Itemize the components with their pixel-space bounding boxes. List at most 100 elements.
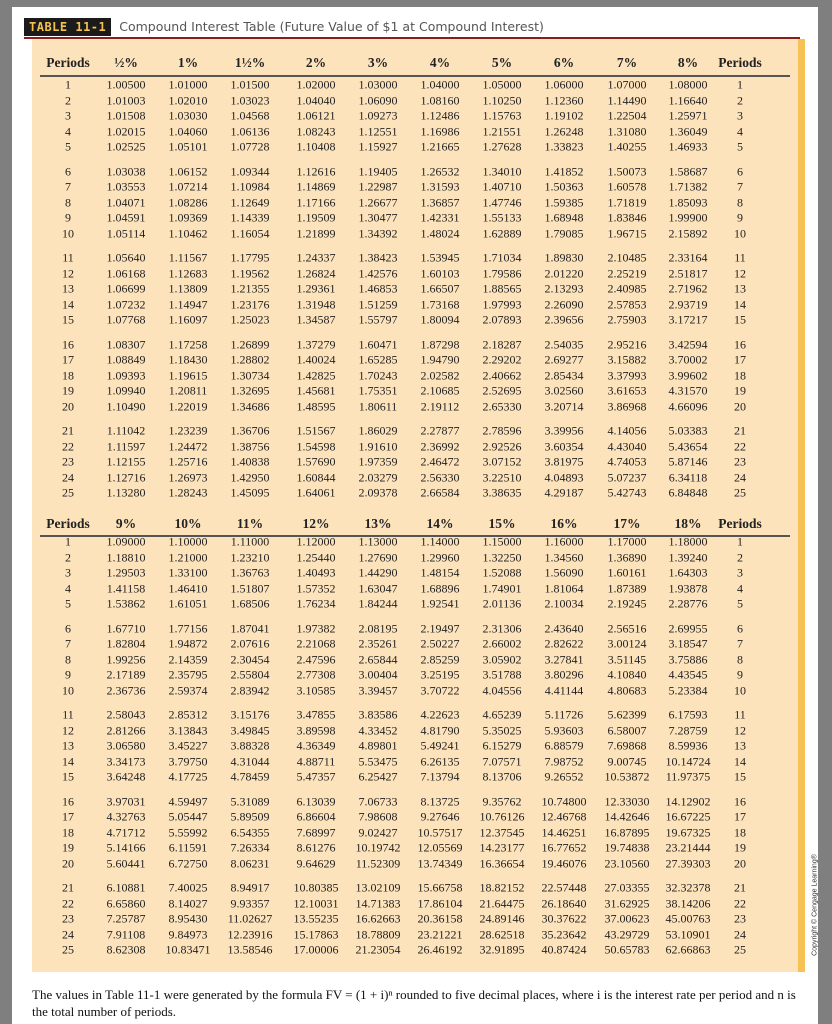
value-cell: 3.00404	[358, 667, 398, 682]
value-cell: 2.47596	[296, 652, 336, 666]
value-cell: 3.39457	[358, 683, 398, 697]
value-cell: 10.74800	[541, 794, 587, 808]
value-cell: 1.40255	[607, 139, 647, 154]
value-cell: 1.07768	[106, 312, 146, 327]
column-header: ½%	[114, 55, 138, 70]
value-cell: 1.56090	[544, 565, 584, 580]
value-cell: 1.65285	[358, 352, 398, 367]
value-cell: 2.56330	[420, 470, 460, 484]
value-cell: 1.97359	[358, 454, 398, 469]
value-cell: 1.03038	[106, 164, 146, 178]
value-cell: 2.13293	[544, 281, 584, 296]
value-cell: 8.14027	[168, 896, 208, 910]
value-cell: 1.12155	[106, 454, 146, 469]
value-cell: 1.10250	[482, 93, 522, 107]
value-cell: 1.79085	[544, 226, 584, 240]
value-cell: 1.42576	[358, 266, 398, 280]
value-cell: 12.05569	[417, 840, 463, 855]
value-cell: 4.65239	[482, 707, 522, 722]
value-cell: 1.68896	[420, 581, 460, 595]
value-cell: 1.42950	[230, 470, 270, 484]
column-header: Periods	[46, 516, 90, 531]
value-cell: 2.46472	[420, 454, 460, 469]
period-cell: 8	[65, 195, 71, 209]
value-cell: 1.36890	[607, 550, 647, 564]
value-cell: 1.06000	[544, 77, 584, 92]
value-cell: 12.23916	[227, 927, 273, 941]
value-cell: 1.42825	[296, 368, 336, 382]
period-cell: 9	[737, 210, 743, 225]
value-cell: 1.41852	[544, 164, 584, 178]
value-cell: 1.58687	[668, 164, 708, 178]
value-cell: 1.60103	[420, 266, 460, 280]
value-cell: 45.00763	[665, 911, 711, 926]
value-cell: 7.28759	[668, 723, 708, 737]
value-cell: 1.63047	[358, 581, 398, 595]
value-cell: 4.74053	[607, 454, 647, 469]
value-cell: 2.21068	[296, 636, 336, 651]
value-cell: 2.25219	[607, 266, 647, 280]
value-cell: 2.02582	[420, 368, 460, 382]
period-cell: 11	[62, 707, 74, 722]
value-cell: 1.60844	[296, 470, 336, 484]
value-cell: 2.26090	[544, 297, 584, 311]
period-cell: 18	[62, 825, 74, 839]
value-cell: 1.07214	[168, 179, 208, 194]
value-cell: 2.10685	[420, 383, 460, 398]
period-cell: 5	[65, 596, 71, 611]
value-cell: 1.47746	[482, 195, 522, 209]
period-cell: 23	[734, 911, 746, 926]
value-cell: 1.28243	[168, 485, 208, 500]
table-title: Compound Interest Table (Future Value of…	[119, 19, 544, 34]
value-cell: 8.13725	[420, 794, 460, 808]
value-cell: 1.13000	[358, 534, 398, 549]
value-cell: 1.12683	[168, 266, 208, 280]
period-cell: 22	[62, 439, 74, 453]
value-cell: 2.69955	[668, 621, 708, 635]
value-cell: 7.13794	[420, 769, 460, 784]
value-cell: 1.51807	[230, 581, 270, 595]
value-cell: 2.82622	[544, 636, 584, 651]
period-cell: 9	[737, 667, 743, 682]
value-cell: 1.77156	[168, 621, 208, 635]
value-cell: 5.31089	[230, 794, 270, 808]
value-cell: 2.43640	[544, 621, 584, 635]
value-cell: 1.64303	[668, 565, 708, 580]
value-cell: 1.14490	[607, 93, 647, 107]
period-cell: 23	[734, 454, 746, 469]
period-cell: 1	[737, 534, 743, 549]
value-cell: 1.48595	[296, 399, 336, 413]
period-cell: 6	[737, 164, 743, 178]
period-cell: 4	[737, 581, 743, 595]
value-cell: 1.12486	[420, 108, 460, 123]
value-cell: 1.09369	[168, 210, 208, 225]
value-cell: 1.03030	[168, 108, 208, 123]
period-cell: 7	[65, 636, 71, 651]
value-cell: 1.34010	[482, 164, 522, 178]
value-cell: 9.26552	[544, 769, 584, 784]
value-cell: 1.06090	[358, 93, 398, 107]
value-cell: 38.14206	[665, 896, 711, 910]
value-cell: 1.21899	[296, 226, 336, 240]
value-cell: 6.25427	[358, 769, 398, 784]
value-cell: 17.00006	[293, 942, 339, 957]
period-cell: 23	[62, 454, 74, 469]
column-header: 16%	[550, 516, 578, 531]
value-cell: 3.25195	[420, 667, 460, 682]
value-cell: 53.10901	[665, 927, 711, 941]
value-cell: 3.37993	[607, 368, 647, 382]
value-cell: 8.13706	[482, 769, 522, 784]
value-cell: 27.39303	[665, 856, 711, 870]
value-cell: 28.62518	[479, 927, 525, 941]
value-cell: 11.97375	[665, 769, 711, 784]
value-cell: 2.19245	[607, 596, 647, 611]
value-cell: 1.12551	[358, 124, 398, 138]
column-header: 10%	[174, 516, 202, 531]
value-cell: 1.45095	[230, 485, 270, 500]
value-cell: 4.36349	[296, 738, 336, 753]
value-cell: 1.22504	[607, 108, 647, 123]
value-cell: 7.25787	[106, 911, 146, 926]
value-cell: 4.04556	[482, 683, 522, 697]
column-header: 14%	[426, 516, 454, 531]
value-cell: 2.58043	[106, 707, 146, 722]
